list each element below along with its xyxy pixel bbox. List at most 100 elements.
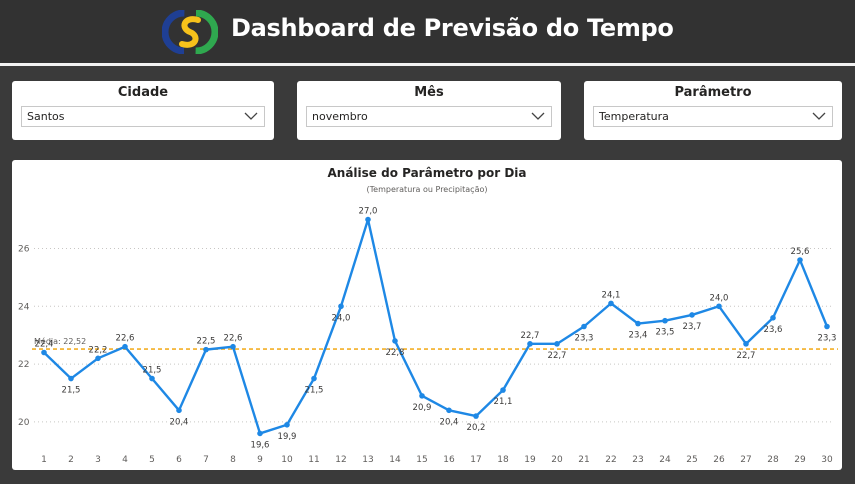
x-tick-label: 1 — [41, 455, 47, 465]
x-axis-ticks: 1 2 3 4 5 6 7 8 9 10 11 12 13 14 15 16 17 18 19 20 21 22 23 24 2… — [41, 455, 833, 465]
x-tick-label: 27 — [740, 455, 751, 465]
data-label: 22,7 — [737, 351, 756, 361]
data-point — [95, 355, 101, 362]
data-label: 22,4 — [35, 340, 54, 350]
data-label: 27,0 — [359, 207, 378, 217]
x-tick-label: 11 — [308, 455, 319, 465]
x-tick-label: 21 — [578, 455, 589, 465]
line-chart: Análise do Parâmetro por Dia (Temperatur… — [18, 166, 838, 465]
data-label: 23,7 — [683, 322, 702, 332]
data-label: 24,1 — [602, 290, 621, 300]
data-label: 22,7 — [548, 351, 567, 361]
x-tick-label: 29 — [794, 455, 806, 465]
y-tick-label: 24 — [18, 302, 30, 312]
dashboard-header: Dashboard de Previsão do Tempo — [0, 0, 855, 63]
weather-logo-icon — [162, 10, 218, 54]
city-filter-label: Cidade — [117, 85, 169, 100]
data-label: 21,5 — [305, 386, 324, 396]
x-tick-label: 18 — [497, 455, 509, 465]
data-point — [716, 303, 722, 310]
data-label: 20,9 — [413, 403, 432, 413]
x-tick-label: 23 — [632, 455, 643, 465]
data-point — [635, 320, 641, 327]
data-label: 23,5 — [656, 328, 675, 338]
data-point — [365, 216, 371, 223]
month-dropdown-value: novembro — [312, 110, 368, 123]
data-label: 21,1 — [494, 397, 513, 407]
data-point — [662, 317, 668, 324]
data-point — [689, 312, 695, 318]
data-label: 21,5 — [143, 366, 162, 376]
x-tick-label: 3 — [95, 455, 101, 465]
x-tick-label: 30 — [821, 455, 833, 465]
chevron-down-icon — [244, 112, 258, 120]
city-dropdown-value: Santos — [27, 110, 65, 123]
x-tick-label: 12 — [335, 455, 346, 465]
data-point — [446, 407, 452, 414]
data-point — [122, 343, 128, 350]
x-tick-label: 8 — [230, 455, 236, 465]
city-dropdown[interactable]: Santos — [21, 106, 265, 127]
x-tick-label: 17 — [470, 455, 481, 465]
data-point — [203, 346, 209, 353]
data-label: 22,6 — [116, 334, 135, 344]
x-tick-label: 19 — [524, 455, 536, 465]
data-label: 25,6 — [791, 247, 810, 257]
data-label: 23,6 — [764, 325, 783, 335]
data-label: 22,5 — [197, 337, 216, 347]
parameter-dropdown[interactable]: Temperatura — [593, 106, 833, 127]
x-tick-label: 22 — [605, 455, 616, 465]
data-label: 23,3 — [575, 334, 594, 344]
data-point — [68, 375, 74, 382]
x-tick-label: 5 — [149, 455, 155, 465]
data-label: 22,2 — [89, 345, 108, 355]
data-point — [743, 341, 749, 347]
data-point — [797, 257, 803, 263]
data-point — [554, 341, 560, 347]
parameter-dropdown-value: Temperatura — [599, 110, 669, 123]
series-line — [43, 218, 829, 435]
data-label: 23,3 — [818, 334, 837, 344]
data-label: 20,2 — [467, 423, 486, 433]
header-divider — [0, 63, 855, 66]
month-dropdown[interactable]: novembro — [306, 106, 552, 127]
x-tick-label: 20 — [551, 455, 563, 465]
x-tick-label: 25 — [686, 455, 697, 465]
data-point — [149, 375, 155, 382]
x-tick-label: 7 — [203, 455, 209, 465]
x-tick-label: 24 — [659, 455, 671, 465]
data-label: 23,4 — [629, 331, 648, 341]
chevron-down-icon — [531, 112, 545, 120]
series-line-group — [41, 216, 830, 437]
data-label: 19,9 — [278, 432, 297, 442]
grid-lines — [34, 247, 834, 423]
data-label: 24,0 — [332, 313, 351, 323]
x-tick-label: 6 — [176, 455, 182, 465]
data-point — [527, 341, 533, 347]
x-tick-label: 26 — [713, 455, 725, 465]
data-point — [770, 315, 776, 321]
parameter-filter-card: Parâmetro Temperatura — [584, 81, 842, 140]
data-point — [311, 375, 317, 382]
chart-panel: Análise do Parâmetro por Dia (Temperatur… — [12, 160, 842, 470]
month-filter-card: Mês novembro — [297, 81, 561, 140]
x-tick-label: 9 — [257, 455, 263, 465]
data-point — [230, 343, 236, 350]
data-point — [824, 323, 830, 330]
data-point — [419, 393, 425, 399]
average-line-group: Média: 22,52 — [32, 336, 838, 350]
data-point — [41, 349, 47, 356]
page-title: Dashboard de Previsão do Tempo — [231, 14, 674, 42]
data-label: 22,8 — [386, 348, 405, 358]
x-tick-label: 15 — [416, 455, 427, 465]
data-label: 21,5 — [62, 386, 81, 396]
x-tick-label: 4 — [122, 455, 128, 465]
data-label: 20,4 — [440, 417, 459, 427]
x-tick-label: 13 — [362, 455, 373, 465]
y-tick-label: 22 — [18, 360, 29, 370]
data-label: 20,4 — [170, 417, 189, 427]
data-point — [473, 413, 479, 419]
chart-title: Análise do Parâmetro por Dia — [327, 166, 526, 180]
parameter-filter-label: Parâmetro — [674, 85, 752, 100]
month-filter-label: Mês — [414, 85, 444, 100]
